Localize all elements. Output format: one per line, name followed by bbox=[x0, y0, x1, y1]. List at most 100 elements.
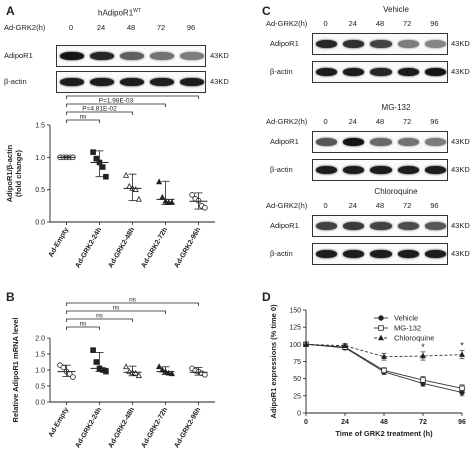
blot-c-group-title: Chloroquine bbox=[374, 187, 418, 196]
blot-c-timepoint: 24 bbox=[348, 19, 357, 28]
blot-band bbox=[315, 67, 338, 77]
blot-band bbox=[315, 39, 338, 49]
x-tick-label: Ad-GRK2-24h bbox=[74, 227, 103, 270]
blot-band bbox=[180, 51, 204, 61]
x-tick-label: Ad-Empty bbox=[48, 226, 71, 258]
data-point bbox=[156, 178, 163, 185]
data-point bbox=[103, 368, 109, 375]
y-tick-label: 0.0 bbox=[35, 220, 45, 227]
data-point bbox=[202, 372, 208, 378]
x-tick-label: Ad-GRK2-24h bbox=[74, 407, 103, 450]
blot-membrane bbox=[312, 243, 448, 265]
y-tick-label: 75 bbox=[293, 359, 301, 366]
y-tick-label: 1.0 bbox=[35, 155, 45, 162]
chart-b-scatter: 0.0 0.5 1.0 1.5 2.0 Relative AdipoR1 mRNA lev… bbox=[11, 297, 215, 450]
blot-c-timepoint: 24 bbox=[348, 117, 357, 126]
y-axis-label: Relative AdipoR1 mRNA level bbox=[11, 318, 20, 423]
y-tick-label: 50 bbox=[293, 376, 301, 383]
blot-c-timepoint: 48 bbox=[375, 117, 385, 126]
blot-c-timepoint: 48 bbox=[375, 19, 385, 28]
x-tick-label: Ad-Empty bbox=[48, 406, 71, 438]
data-point bbox=[70, 374, 76, 380]
significance-bracket bbox=[66, 302, 199, 306]
y-tick-label: 25 bbox=[293, 393, 301, 400]
significance-label: ns bbox=[80, 114, 88, 121]
data-point bbox=[60, 364, 67, 371]
data-point bbox=[303, 340, 309, 347]
x-axis-label: Time of GRK2 treatment (h) bbox=[335, 429, 433, 438]
blot-size-label: 43KD bbox=[451, 137, 470, 146]
data-point bbox=[123, 171, 130, 178]
blot-size-label: 43KD bbox=[451, 39, 470, 48]
blot-band bbox=[315, 249, 338, 259]
data-point bbox=[90, 149, 96, 155]
y-tick-label: 1.5 bbox=[35, 352, 45, 359]
blot-row-label: AdipoR1 bbox=[4, 51, 33, 60]
significance-label: P=4.81E-02 bbox=[82, 106, 117, 113]
blot-c-timepoint: 72 bbox=[403, 19, 412, 28]
blot-band bbox=[370, 165, 392, 175]
data-point bbox=[165, 369, 172, 376]
blot-c-timepoint: 96 bbox=[430, 19, 439, 28]
blot-band bbox=[343, 67, 365, 77]
chart-a-scatter: 0.0 0.5 1.0 1.5 AdipoR1/β-actin (fold change)… bbox=[5, 95, 215, 270]
significance-label: ns bbox=[129, 297, 137, 304]
data-point bbox=[459, 351, 465, 357]
x-tick-label: Ad-GRK2-96h bbox=[173, 227, 202, 270]
x-tick-label: 72 bbox=[419, 419, 427, 426]
legend-marker bbox=[378, 334, 384, 341]
blot-membrane bbox=[312, 131, 448, 153]
data-point bbox=[135, 195, 142, 202]
blot-band bbox=[315, 221, 338, 231]
blot-a-title: hAdipoR1WT bbox=[98, 8, 141, 18]
panel-letter-d: D bbox=[262, 290, 271, 304]
blot-membrane bbox=[312, 215, 448, 237]
blot-row-label: β-actin bbox=[270, 249, 293, 258]
blot-band bbox=[315, 137, 338, 147]
legend-label: Vehicle bbox=[394, 314, 418, 323]
blot-membrane bbox=[56, 71, 206, 93]
data-point bbox=[381, 367, 387, 374]
significance-star: * bbox=[421, 342, 425, 352]
data-point bbox=[93, 155, 100, 162]
blot-band bbox=[397, 221, 419, 231]
blot-c-timepoint: 0 bbox=[323, 201, 328, 210]
blot-c-timepoint: 48 bbox=[375, 201, 385, 210]
blot-c-timepoint: 24 bbox=[348, 201, 357, 210]
blot-row-label: AdipoR1 bbox=[270, 221, 299, 230]
blot-band bbox=[370, 137, 392, 147]
x-tick-label: 0 bbox=[304, 419, 308, 426]
blot-size-label: 43KD bbox=[451, 249, 470, 258]
blot-band bbox=[397, 67, 419, 77]
blot-row-label: β-actin bbox=[270, 67, 293, 76]
blot-size-label: 43KD bbox=[451, 165, 470, 174]
blot-band bbox=[90, 51, 114, 61]
y-tick-label: 0.5 bbox=[35, 384, 45, 391]
significance-bracket bbox=[66, 318, 133, 322]
blot-band bbox=[150, 51, 174, 61]
blot-band bbox=[397, 137, 419, 147]
data-point bbox=[459, 385, 465, 391]
blot-a-timepoint: 0 bbox=[68, 23, 74, 32]
data-point bbox=[135, 372, 142, 379]
y-tick-label: 1.0 bbox=[35, 368, 45, 375]
blot-c-timepoint: 72 bbox=[403, 117, 412, 126]
blot-band bbox=[180, 77, 204, 87]
blot-a-label: Ad-GRK2(h) bbox=[4, 23, 46, 32]
blot-size-label: 43KD bbox=[210, 77, 229, 86]
data-point bbox=[103, 173, 109, 180]
blot-c-label: Ad-GRK2(h) bbox=[266, 117, 308, 126]
x-tick-label: Ad-GRK2-48h bbox=[107, 227, 136, 270]
data-point bbox=[168, 199, 175, 205]
blot-row-label: AdipoR1 bbox=[270, 39, 299, 48]
blot-band bbox=[424, 67, 446, 77]
y-axis-label: AdipoR1 expressions (% time 0) bbox=[269, 304, 278, 419]
blot-c-label: Ad-GRK2(h) bbox=[266, 201, 308, 210]
blot-band bbox=[397, 39, 419, 49]
blot-band bbox=[370, 39, 392, 49]
x-tick-label: 24 bbox=[341, 419, 349, 426]
blot-band bbox=[370, 249, 392, 259]
significance-label: ns bbox=[96, 313, 104, 320]
legend-label: Chloroquine bbox=[394, 334, 434, 343]
blot-c-timepoint: 72 bbox=[403, 201, 412, 210]
